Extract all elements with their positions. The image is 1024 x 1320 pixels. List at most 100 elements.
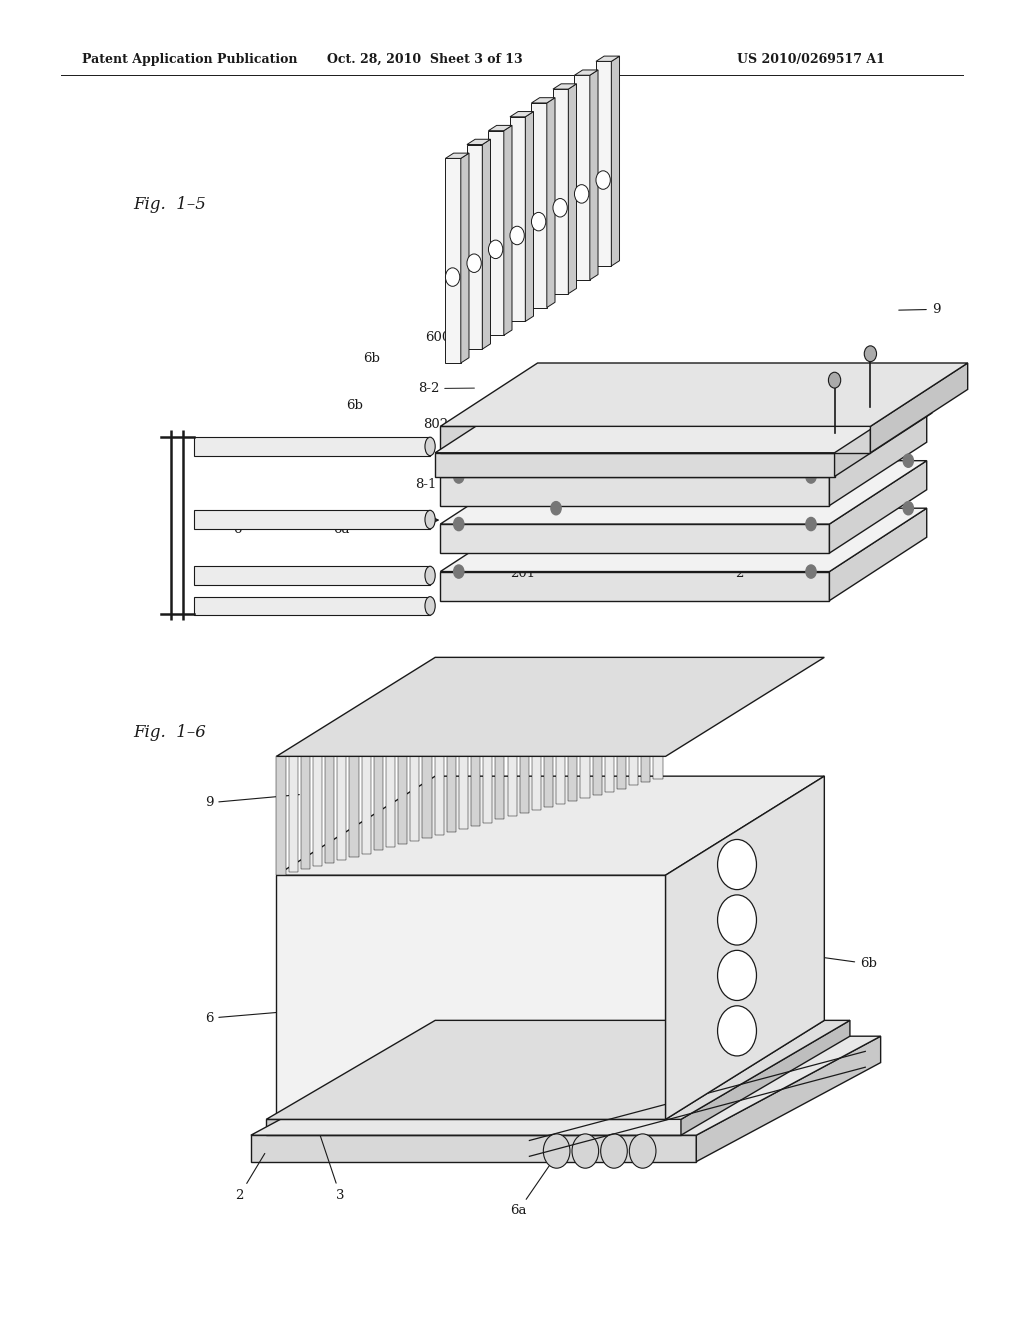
Circle shape: [828, 372, 841, 388]
Polygon shape: [629, 667, 638, 785]
Polygon shape: [266, 1119, 681, 1135]
Circle shape: [572, 1134, 599, 1168]
Polygon shape: [574, 70, 598, 75]
Polygon shape: [411, 722, 420, 841]
Circle shape: [454, 565, 464, 578]
Text: 6b: 6b: [364, 351, 380, 364]
Circle shape: [544, 1134, 570, 1168]
Text: 3: 3: [477, 430, 485, 444]
Polygon shape: [593, 676, 602, 795]
Polygon shape: [440, 572, 829, 601]
Circle shape: [864, 346, 877, 362]
Polygon shape: [496, 701, 505, 820]
Text: Fig.  1–6: Fig. 1–6: [133, 725, 206, 741]
Polygon shape: [574, 75, 590, 280]
Text: 802: 802: [423, 417, 474, 430]
Circle shape: [531, 213, 546, 231]
Polygon shape: [301, 750, 310, 869]
Circle shape: [903, 407, 913, 420]
Polygon shape: [870, 363, 968, 453]
Circle shape: [718, 895, 757, 945]
Text: 2: 2: [710, 566, 743, 579]
Polygon shape: [445, 158, 461, 363]
Polygon shape: [556, 685, 565, 804]
Polygon shape: [276, 875, 666, 1119]
Polygon shape: [423, 719, 431, 838]
Circle shape: [806, 470, 816, 483]
Text: US 2010/0269517 A1: US 2010/0269517 A1: [737, 53, 885, 66]
Polygon shape: [696, 1036, 881, 1162]
Text: 600: 600: [425, 331, 451, 345]
Circle shape: [467, 253, 481, 272]
Circle shape: [601, 1134, 628, 1168]
Circle shape: [718, 1006, 757, 1056]
Polygon shape: [337, 741, 346, 859]
Text: 6a: 6a: [333, 441, 349, 454]
Polygon shape: [461, 153, 469, 363]
Polygon shape: [440, 363, 968, 426]
Circle shape: [903, 454, 913, 467]
Circle shape: [903, 502, 913, 515]
Polygon shape: [471, 708, 480, 826]
Polygon shape: [194, 597, 430, 615]
Circle shape: [551, 454, 561, 467]
Circle shape: [630, 1134, 656, 1168]
Polygon shape: [590, 70, 598, 280]
Polygon shape: [605, 673, 614, 792]
Circle shape: [806, 517, 816, 531]
Polygon shape: [611, 55, 620, 265]
Polygon shape: [467, 140, 490, 144]
Polygon shape: [482, 140, 490, 348]
Circle shape: [551, 502, 561, 515]
Polygon shape: [440, 477, 829, 506]
Polygon shape: [829, 413, 927, 506]
Text: Oct. 28, 2010  Sheet 3 of 13: Oct. 28, 2010 Sheet 3 of 13: [327, 53, 523, 66]
Text: 6: 6: [233, 441, 242, 454]
Polygon shape: [440, 426, 870, 453]
Text: 801: 801: [279, 512, 304, 525]
Polygon shape: [194, 437, 430, 455]
Polygon shape: [386, 729, 395, 847]
Circle shape: [551, 407, 561, 420]
Polygon shape: [326, 744, 334, 863]
Polygon shape: [531, 98, 555, 103]
Text: 8-2: 8-2: [418, 381, 474, 395]
Ellipse shape: [425, 597, 435, 615]
Polygon shape: [508, 697, 517, 816]
Polygon shape: [510, 116, 525, 321]
Polygon shape: [440, 461, 927, 524]
Text: 201: 201: [510, 565, 541, 579]
Text: 6: 6: [205, 1010, 309, 1024]
Circle shape: [553, 198, 567, 216]
Text: 3: 3: [318, 1130, 344, 1201]
Text: Patent Application Publication: Patent Application Publication: [82, 53, 297, 66]
Polygon shape: [313, 747, 323, 866]
Polygon shape: [520, 694, 528, 813]
Circle shape: [454, 470, 464, 483]
Polygon shape: [289, 754, 298, 873]
Text: 6: 6: [233, 523, 242, 536]
Text: 6a: 6a: [333, 523, 349, 536]
Circle shape: [574, 185, 589, 203]
Polygon shape: [445, 153, 469, 158]
Polygon shape: [510, 112, 534, 116]
Polygon shape: [435, 389, 932, 453]
Polygon shape: [568, 84, 577, 293]
Polygon shape: [349, 738, 358, 857]
Polygon shape: [829, 461, 927, 553]
Polygon shape: [374, 731, 383, 850]
Circle shape: [510, 226, 524, 244]
Polygon shape: [681, 1020, 850, 1135]
Polygon shape: [440, 524, 829, 553]
Text: 8-1: 8-1: [415, 478, 474, 491]
Polygon shape: [666, 776, 824, 1119]
Polygon shape: [653, 660, 663, 779]
Polygon shape: [276, 756, 286, 875]
Polygon shape: [266, 1020, 850, 1119]
Ellipse shape: [425, 566, 435, 585]
Polygon shape: [531, 103, 547, 308]
Circle shape: [718, 840, 757, 890]
Polygon shape: [251, 1036, 881, 1135]
Polygon shape: [641, 664, 650, 783]
Polygon shape: [440, 508, 927, 572]
